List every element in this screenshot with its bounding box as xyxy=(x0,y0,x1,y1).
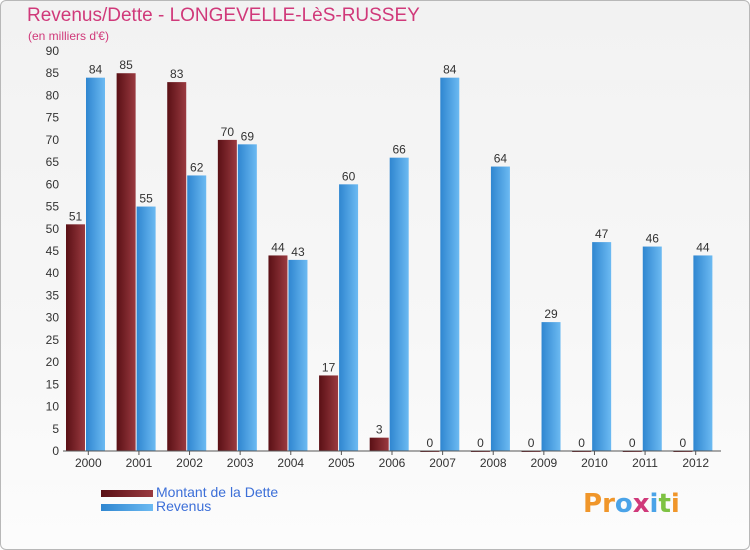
x-tick-label: 2005 xyxy=(328,456,355,470)
y-tick-label: 20 xyxy=(46,355,60,369)
y-tick-label: 80 xyxy=(46,88,60,102)
legend-swatch-dette xyxy=(101,490,153,497)
x-tick-label: 2011 xyxy=(632,456,658,470)
logo-letter: t xyxy=(658,489,671,519)
value-label-revenus-2001: 55 xyxy=(139,192,153,206)
logo-letter: r xyxy=(602,489,615,519)
value-label-dette-2010: 0 xyxy=(578,436,585,450)
value-label-dette-2008: 0 xyxy=(477,436,484,450)
value-label-revenus-2010: 47 xyxy=(595,227,609,241)
bar-revenus-2002 xyxy=(187,175,207,451)
logo-letter: o xyxy=(614,489,633,519)
value-label-dette-2001: 85 xyxy=(119,58,133,72)
logo-letter: i xyxy=(649,489,659,519)
bar-revenus-2010 xyxy=(592,242,612,451)
value-label-dette-2006: 3 xyxy=(376,423,383,437)
value-label-revenus-2007: 84 xyxy=(443,63,457,77)
bar-dette-2006 xyxy=(369,437,389,451)
y-tick-label: 30 xyxy=(46,311,60,325)
chart-subtitle: (en milliers d'€) xyxy=(28,29,109,43)
logo-letter: x xyxy=(632,489,650,519)
y-tick-label: 70 xyxy=(46,133,60,147)
bar-dette-2005 xyxy=(319,375,339,451)
x-tick-label: 2007 xyxy=(429,456,456,470)
x-tick-label: 2006 xyxy=(379,456,406,470)
value-label-revenus-2000: 84 xyxy=(89,63,103,77)
bar-revenus-2008 xyxy=(490,166,510,452)
chart-title: Revenus/Dette - LONGEVELLE-LèS-RUSSEY xyxy=(27,5,420,26)
y-tick-label: 10 xyxy=(46,400,60,414)
y-tick-label: 60 xyxy=(46,177,60,191)
y-tick-label: 25 xyxy=(46,333,60,347)
logo-letter: i xyxy=(670,489,680,519)
bar-dette-2000 xyxy=(66,224,85,451)
value-label-revenus-2005: 60 xyxy=(342,169,356,183)
y-tick-label: 0 xyxy=(52,444,59,458)
bar-dette-2001 xyxy=(116,73,136,451)
y-tick-label: 65 xyxy=(46,155,60,169)
value-label-dette-2002: 83 xyxy=(170,67,184,81)
x-tick-label: 2008 xyxy=(480,456,507,470)
value-label-dette-2005: 17 xyxy=(322,360,336,374)
proxiti-logo: Proxiti xyxy=(583,489,693,525)
bar-revenus-2005 xyxy=(339,184,359,452)
y-tick-label: 75 xyxy=(46,111,60,125)
y-tick-label: 15 xyxy=(46,377,60,391)
y-tick-label: 35 xyxy=(46,288,60,302)
legend-label-dette: Montant de la Dette xyxy=(156,484,279,500)
bar-revenus-2009 xyxy=(541,322,561,451)
value-label-dette-2000: 51 xyxy=(69,209,83,223)
bar-revenus-2000 xyxy=(86,77,105,452)
value-label-dette-2011: 0 xyxy=(629,436,636,450)
value-label-revenus-2003: 69 xyxy=(241,129,255,143)
bar-revenus-2001 xyxy=(136,206,156,451)
logo-letter: P xyxy=(583,489,603,519)
legend-swatch-revenus xyxy=(101,504,153,511)
y-tick-label: 55 xyxy=(46,200,60,214)
legend-label-revenus: Revenus xyxy=(156,498,212,514)
bar-dette-2002 xyxy=(167,82,187,451)
y-tick-label: 40 xyxy=(46,266,60,280)
bar-revenus-2007 xyxy=(440,77,460,452)
y-tick-label: 85 xyxy=(46,66,60,80)
value-label-revenus-2009: 29 xyxy=(544,307,558,321)
value-label-revenus-2008: 64 xyxy=(494,152,508,166)
bar-dette-2003 xyxy=(217,139,237,451)
y-tick-label: 50 xyxy=(46,222,60,236)
x-tick-label: 2001 xyxy=(126,456,153,470)
bar-revenus-2011 xyxy=(642,246,662,451)
value-label-revenus-2012: 44 xyxy=(696,240,710,254)
value-label-dette-2007: 0 xyxy=(426,436,433,450)
y-tick-label: 45 xyxy=(46,244,60,258)
value-label-revenus-2011: 46 xyxy=(646,232,660,246)
x-tick-label: 2002 xyxy=(176,456,203,470)
bar-dette-2004 xyxy=(268,255,288,451)
x-tick-label: 2010 xyxy=(581,456,608,470)
x-tick-label: 2012 xyxy=(682,456,709,470)
x-tick-label: 2009 xyxy=(530,456,557,470)
value-label-revenus-2002: 62 xyxy=(190,160,204,174)
x-tick-label: 2004 xyxy=(277,456,304,470)
y-tick-label: 90 xyxy=(46,44,60,58)
x-tick-label: 2003 xyxy=(227,456,254,470)
x-tick-label: 2000 xyxy=(75,456,102,470)
bar-revenus-2004 xyxy=(288,259,308,451)
value-label-dette-2012: 0 xyxy=(680,436,687,450)
value-label-dette-2009: 0 xyxy=(528,436,535,450)
value-label-dette-2003: 70 xyxy=(221,125,235,139)
bar-revenus-2012 xyxy=(693,255,713,451)
bar-revenus-2006 xyxy=(389,157,409,451)
y-tick-label: 5 xyxy=(52,422,59,436)
value-label-dette-2004: 44 xyxy=(271,240,285,254)
value-label-revenus-2004: 43 xyxy=(291,245,305,259)
value-label-revenus-2006: 66 xyxy=(393,143,407,157)
bar-revenus-2003 xyxy=(237,144,257,452)
